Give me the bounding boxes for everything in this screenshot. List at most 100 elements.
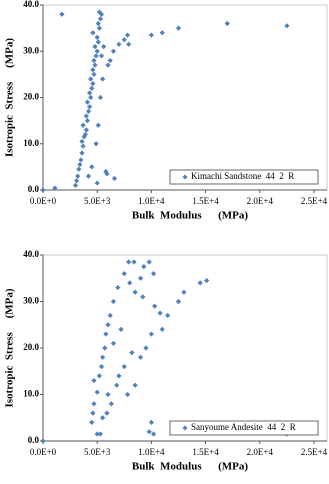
data-point: [141, 264, 147, 270]
data-point: [91, 401, 97, 407]
data-point: [175, 298, 182, 305]
data-point: [94, 180, 100, 186]
x-tick-label: 0.0E+0: [30, 447, 57, 457]
data-point: [121, 364, 127, 370]
data-point: [124, 32, 131, 38]
data-point: [104, 410, 110, 416]
y-axis-title: Isotropic Stress (MPa): [4, 288, 16, 407]
data-point: [97, 431, 104, 437]
y-tick-label: 0.0: [28, 435, 40, 445]
data-point: [84, 118, 91, 124]
data-point: [90, 30, 96, 36]
data-point: [87, 90, 93, 96]
data-point: [89, 419, 95, 425]
data-point: [110, 48, 117, 54]
data-point: [83, 127, 89, 133]
data-point: [74, 178, 80, 184]
legend-label: Kimachi Sandstone 44 2 R: [191, 171, 294, 181]
y-tick-label: 0.0: [28, 184, 40, 194]
data-point: [197, 280, 203, 286]
data-point: [90, 81, 96, 87]
data-point: [140, 294, 146, 300]
data-point: [159, 326, 165, 332]
plot-frame: [42, 254, 328, 442]
data-point: [111, 175, 118, 182]
data-point: [94, 48, 100, 54]
data-point: [77, 161, 83, 168]
data-point: [72, 182, 79, 188]
data-point: [165, 312, 171, 319]
legend-box: [169, 169, 319, 185]
data-point: [116, 373, 122, 379]
data-point: [110, 340, 117, 346]
data-point: [100, 354, 106, 360]
x-tick-label: 1.0E+4: [138, 196, 165, 206]
data-point: [97, 94, 104, 101]
data-point: [87, 104, 93, 110]
data-point: [137, 354, 144, 360]
data-point: [94, 389, 100, 395]
data-point: [146, 259, 152, 265]
data-point: [148, 331, 154, 337]
data-point: [132, 289, 138, 295]
data-point: [100, 415, 106, 421]
data-point: [124, 391, 131, 398]
data-point: [146, 429, 152, 435]
data-point: [98, 364, 105, 370]
data-point: [118, 326, 124, 332]
data-point: [224, 20, 230, 27]
legend-marker: [182, 174, 188, 180]
data-point: [116, 41, 122, 47]
plot-frame: [42, 4, 328, 191]
data-point: [157, 310, 163, 316]
data-point: [90, 67, 96, 73]
y-tick-label: 10.0: [23, 138, 39, 148]
data-point: [85, 173, 92, 179]
data-point: [127, 280, 133, 286]
data-point: [52, 185, 58, 191]
data-point: [129, 350, 135, 356]
data-point: [88, 94, 94, 101]
data-point: [152, 303, 158, 309]
data-point: [85, 108, 92, 114]
data-point: [93, 141, 99, 147]
x-tick-label: 1.0E+4: [138, 447, 165, 457]
x-tick-label: 1.5E+4: [192, 196, 219, 206]
data-point: [204, 277, 210, 284]
y-tick-label: 20.0: [23, 342, 39, 352]
data-point: [98, 11, 105, 17]
data-point: [114, 382, 120, 388]
data-point: [175, 25, 182, 31]
y-axis-title: Isotropic Stress (MPa): [4, 38, 16, 157]
y-tick-label: 30.0: [23, 296, 39, 306]
x-tick-label: 2.5E+4: [301, 447, 328, 457]
data-point: [89, 85, 95, 91]
data-point: [79, 150, 85, 156]
data-point: [126, 41, 132, 47]
x-tick-label: 2.0E+4: [247, 196, 274, 206]
data-point: [81, 134, 87, 140]
x-tick-label: 2.0E+4: [247, 447, 274, 457]
data-point: [95, 20, 101, 27]
data-point: [90, 410, 96, 416]
data-point: [100, 76, 106, 82]
data-point: [105, 62, 111, 68]
y-tick-label: 40.0: [23, 0, 39, 9]
y-tick-label: 10.0: [23, 389, 39, 399]
data-point: [96, 373, 102, 379]
x-tick-label: 5.0E+3: [84, 196, 111, 206]
x-tick-label: 1.5E+4: [192, 447, 219, 457]
data-point: [76, 166, 82, 172]
data-point: [150, 271, 157, 277]
data-point: [40, 438, 46, 444]
data-point: [101, 44, 107, 50]
data-point: [91, 377, 97, 384]
data-point: [121, 271, 127, 277]
data-point: [97, 16, 104, 22]
data-point: [105, 391, 111, 398]
data-point: [159, 30, 165, 36]
x-axis-title: Bulk Modulus (MPa): [132, 210, 248, 222]
y-tick-label: 30.0: [23, 45, 39, 55]
legend-label: Sanyoume Andesite 44 2 R: [191, 422, 296, 432]
